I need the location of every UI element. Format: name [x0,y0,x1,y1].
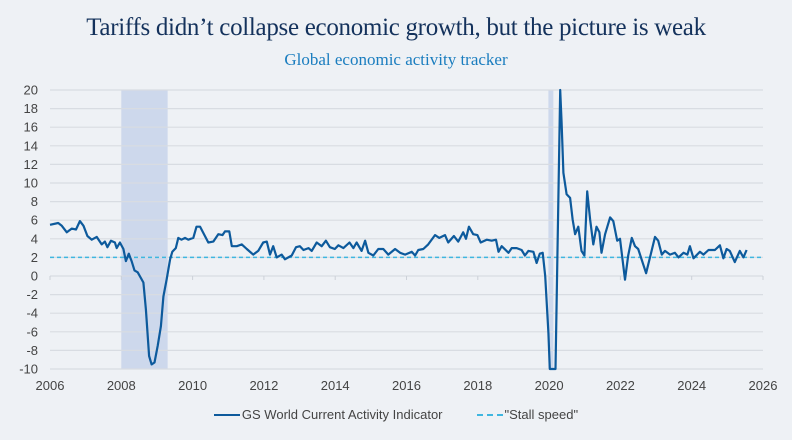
x-tick-label: 2026 [749,378,778,393]
x-tick-label: 2006 [36,378,65,393]
legend-swatch-solid [213,413,240,416]
x-tick-label: 2020 [535,378,564,393]
legend-label: GS World Current Activity Indicator [241,407,443,422]
chart-title: Tariffs didn’t collapse economic growth,… [86,14,706,41]
y-tick-label: 14 [24,138,38,153]
y-tick-label: 12 [24,157,38,172]
legend-item-stall-speed: "Stall speed" [476,407,579,422]
recession-shade [548,90,554,369]
x-tick-label: 2010 [178,378,207,393]
x-tick-label: 2012 [249,378,278,393]
y-tick-label: -4 [26,306,38,321]
chart-subtitle: Global economic activity tracker [284,50,508,69]
y-tick-label: -10 [19,362,38,377]
legend-label: "Stall speed" [504,407,579,422]
y-tick-label: 0 [31,269,38,284]
y-tick-label: 16 [24,120,38,135]
legend: GS World Current Activity Indicator "Sta… [0,407,792,422]
y-tick-label: 20 [24,83,38,98]
y-tick-label: -6 [26,324,38,339]
indicator-line [49,88,748,371]
y-tick-label: 4 [31,231,38,246]
y-tick-label: 18 [24,101,38,116]
recession-shade [121,90,168,369]
x-tick-label: 2018 [463,378,492,393]
y-tick-label: 2 [31,250,38,265]
x-tick-label: 2022 [606,378,635,393]
legend-swatch-dashed [476,413,503,416]
y-tick-label: 10 [24,176,38,191]
y-tick-label: -2 [26,287,38,302]
y-tick-label: -8 [26,343,38,358]
legend-item-indicator: GS World Current Activity Indicator [213,407,443,422]
y-tick-label: 6 [31,213,38,228]
x-tick-label: 2014 [321,378,350,393]
x-tick-label: 2016 [392,378,421,393]
y-tick-label: 8 [31,194,38,209]
x-tick-label: 2024 [677,378,706,393]
x-tick-label: 2008 [107,378,136,393]
